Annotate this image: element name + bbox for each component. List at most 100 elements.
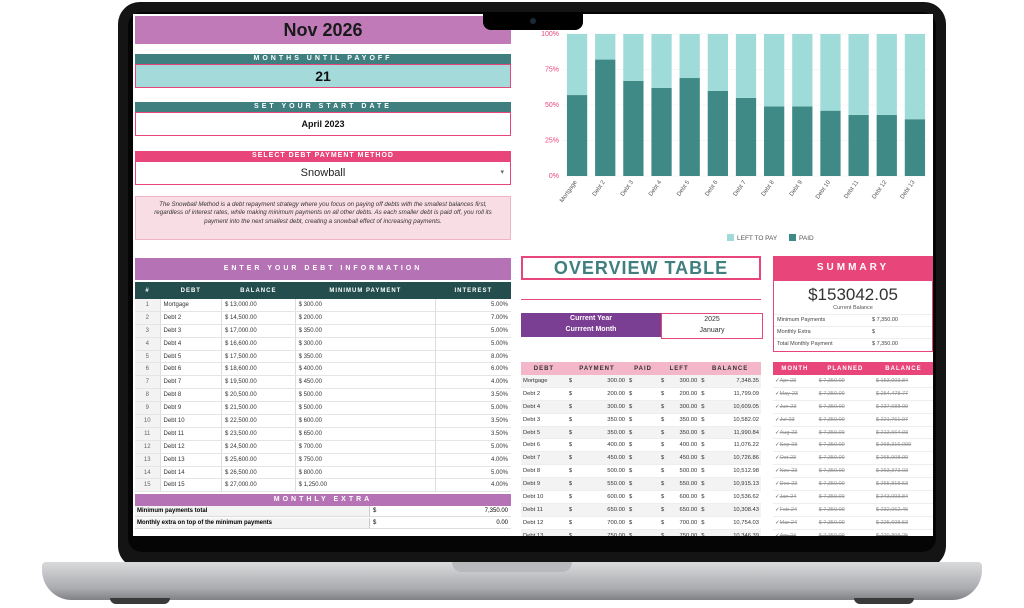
table-cell[interactable]: 8.00% <box>435 350 511 364</box>
debt-name-cell[interactable]: Debt 5 <box>159 350 222 364</box>
table-cell[interactable]: 15 <box>135 478 161 493</box>
current-period-box: Current Year Currrent Month 2025 January <box>521 313 763 339</box>
debt-name-cell[interactable]: Debt 7 <box>159 375 222 390</box>
table-cell[interactable]: 3 <box>135 324 161 338</box>
table-cell[interactable]: $ 300.00 <box>294 299 436 312</box>
checkmark-icon[interactable]: ✓ <box>775 455 780 462</box>
debt-name-cell[interactable]: Debt 12 <box>159 440 222 454</box>
table-cell[interactable]: $ 500.00 <box>294 388 436 403</box>
x-tick-label: Debt 5 <box>676 179 691 197</box>
table-cell[interactable]: 6.00% <box>435 362 511 377</box>
table-cell[interactable]: 3.50% <box>435 388 511 403</box>
debt-name-cell[interactable]: Debt 13 <box>159 453 222 467</box>
checkmark-icon[interactable]: ✓ <box>775 416 780 423</box>
table-cell[interactable]: 14 <box>135 466 161 480</box>
table-cell[interactable]: 4.00% <box>435 478 511 493</box>
checkmark-icon[interactable]: ✓ <box>775 468 780 475</box>
table-cell[interactable]: 12 <box>135 440 161 454</box>
table-cell[interactable]: 11 <box>135 427 161 441</box>
debt-name-cell[interactable]: Debt 14 <box>159 466 222 480</box>
table-cell[interactable]: 13 <box>135 453 161 467</box>
debt-name-cell[interactable]: Debt 6 <box>159 362 222 377</box>
debt-name-cell[interactable]: Debt 3 <box>159 324 222 338</box>
checkmark-icon[interactable]: ✓ <box>775 481 780 488</box>
table-cell[interactable]: $ 25,600.00 <box>221 453 296 467</box>
table-cell[interactable]: 3.50% <box>435 427 511 441</box>
table-cell[interactable]: $ 800.00 <box>294 466 436 480</box>
debt-name-cell[interactable]: Debt 2 <box>159 311 222 325</box>
table-cell[interactable]: $ 16,600.00 <box>221 337 296 351</box>
table-cell[interactable]: $ 200.00 <box>294 311 436 325</box>
table-cell[interactable]: $ 17,000.00 <box>221 324 296 338</box>
monthly-extra-input[interactable]: 0.00 <box>496 520 508 526</box>
table-cell[interactable]: $ 500.00 <box>294 401 436 416</box>
table-cell[interactable]: 7.00% <box>435 311 511 325</box>
debt-name-cell[interactable]: Debt 8 <box>159 388 222 403</box>
table-cell[interactable]: $ 450.00 <box>294 375 436 390</box>
table-cell[interactable]: $ 24,500.00 <box>221 440 296 454</box>
debt-name-cell[interactable]: Mortgage <box>159 299 222 312</box>
table-cell[interactable]: 5.00% <box>435 440 511 454</box>
table-cell[interactable]: $ 1,250.00 <box>294 478 436 493</box>
table-cell: Debt 13 <box>521 529 567 536</box>
table-cell[interactable]: $ 600.00 <box>294 414 436 428</box>
checkmark-icon[interactable]: ✓ <box>775 429 780 436</box>
table-cell: $350.00 <box>659 413 700 427</box>
table-cell[interactable]: 5.00% <box>435 337 511 351</box>
table-cell[interactable]: $ 350.00 <box>294 324 436 338</box>
table-cell[interactable]: $ 650.00 <box>294 427 436 441</box>
table-cell[interactable]: $ 21,500.00 <box>221 401 296 416</box>
table-cell: $11,799.09 <box>699 387 761 401</box>
table-cell[interactable]: 4 <box>135 337 161 351</box>
table-cell[interactable]: 5.00% <box>435 466 511 480</box>
debt-name-cell[interactable]: Debt 10 <box>159 414 222 428</box>
table-cell[interactable]: 6 <box>135 362 161 377</box>
table-cell[interactable]: $ 22,500.00 <box>221 414 296 428</box>
table-cell: $500.00 <box>566 464 628 479</box>
table-cell[interactable]: $ 20,500.00 <box>221 388 296 403</box>
table-cell[interactable]: $ 18,600.00 <box>221 362 296 377</box>
debt-name-cell[interactable]: Debt 9 <box>159 401 222 416</box>
table-cell[interactable]: $ 26,500.00 <box>221 466 296 480</box>
debt-name-cell[interactable]: Debt 4 <box>159 337 222 351</box>
checkmark-icon[interactable]: ✓ <box>775 390 780 397</box>
checkmark-icon[interactable]: ✓ <box>775 519 780 526</box>
start-date-input[interactable]: April 2023 <box>135 112 511 136</box>
table-cell[interactable]: $ 350.00 <box>294 350 436 364</box>
table-cell[interactable]: $ 17,500.00 <box>221 350 296 364</box>
table-cell[interactable]: 10 <box>135 414 161 428</box>
table-cell[interactable]: 5 <box>135 350 161 364</box>
table-cell[interactable]: 9 <box>135 401 161 416</box>
table-cell[interactable]: 2 <box>135 311 161 325</box>
debt-name-cell[interactable]: Debt 15 <box>159 478 222 493</box>
debt-name-cell[interactable]: Debt 11 <box>159 427 222 441</box>
table-cell[interactable]: 5.00% <box>435 401 511 416</box>
checkmark-icon[interactable]: ✓ <box>775 377 780 384</box>
table-cell[interactable]: $ 27,000.00 <box>221 478 296 493</box>
table-cell[interactable]: 4.00% <box>435 375 511 390</box>
table-cell[interactable]: 3.50% <box>435 414 511 428</box>
table-cell[interactable]: 1 <box>135 299 161 312</box>
table-cell[interactable]: 7 <box>135 375 161 390</box>
checkmark-icon[interactable]: ✓ <box>775 442 780 449</box>
checkmark-icon[interactable]: ✓ <box>775 403 780 410</box>
table-cell[interactable]: 4.00% <box>435 453 511 467</box>
table-cell[interactable]: 5.00% <box>435 324 511 338</box>
table-cell[interactable]: $ 13,000.00 <box>221 299 296 312</box>
checkmark-icon[interactable]: ✓ <box>775 506 780 513</box>
checkmark-icon[interactable]: ✓ <box>775 532 780 536</box>
method-select[interactable]: Snowball ▾ <box>135 161 511 185</box>
current-year-value[interactable]: 2025 <box>704 316 720 323</box>
table-cell[interactable]: 5.00% <box>435 299 511 312</box>
table-cell[interactable]: $ 19,500.00 <box>221 375 296 390</box>
table-cell[interactable]: $ 23,500.00 <box>221 427 296 441</box>
table-cell[interactable]: $ 750.00 <box>294 453 436 467</box>
table-cell[interactable]: $ 400.00 <box>294 362 436 377</box>
current-month-value[interactable]: January <box>699 327 725 334</box>
table-cell[interactable]: $ 14,500.00 <box>221 311 296 325</box>
currency-sign: $ <box>298 379 304 386</box>
checkmark-icon[interactable]: ✓ <box>775 493 780 500</box>
table-cell[interactable]: $ 700.00 <box>294 440 436 454</box>
table-cell[interactable]: $ 300.00 <box>294 337 436 351</box>
table-cell[interactable]: 8 <box>135 388 161 403</box>
